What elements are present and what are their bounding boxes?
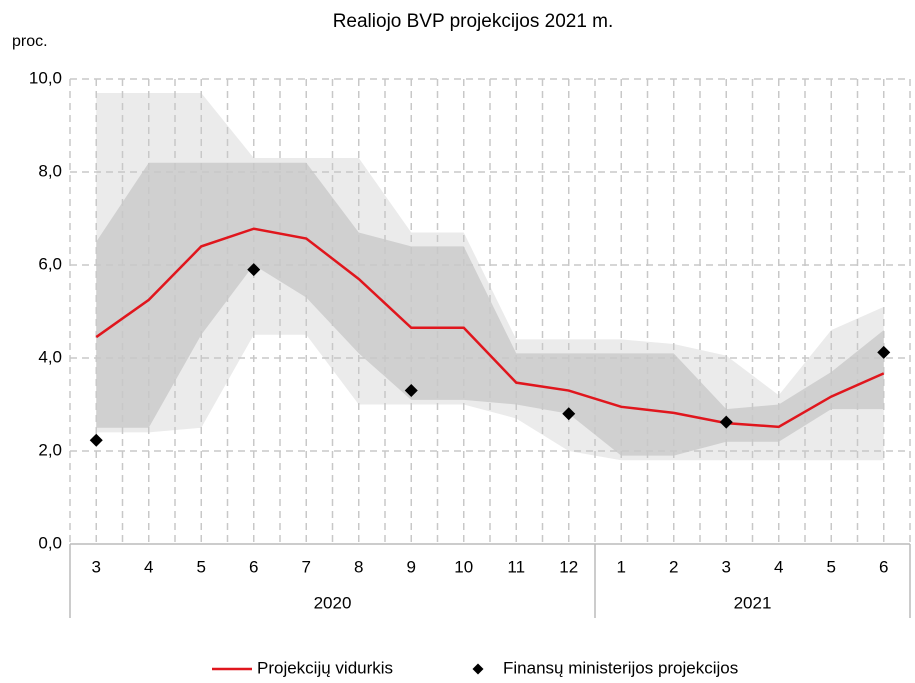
- diamond-marker: [562, 407, 576, 421]
- y-tick-label: 8,0: [38, 161, 62, 180]
- x-tick-label: 1: [617, 557, 626, 576]
- y-axis-label: proc.: [12, 33, 48, 50]
- x-tick-label: 3: [92, 557, 101, 576]
- x-tick-label: 9: [407, 557, 416, 576]
- diamond-marker: [89, 433, 103, 447]
- diamond-marker: [247, 263, 261, 277]
- legend-swatch: [472, 663, 484, 675]
- x-tick-label: 6: [879, 557, 888, 576]
- x-tick-label: 10: [454, 557, 473, 576]
- x-tick-label: 2: [669, 557, 678, 576]
- chart-title: Realiojo BVP projekcijos 2021 m.: [333, 11, 614, 32]
- x-tick-label: 6: [249, 557, 258, 576]
- x-tick-label: 4: [774, 557, 783, 576]
- y-tick-label: 2,0: [38, 440, 62, 459]
- x-tick-label: 5: [827, 557, 836, 576]
- x-tick-label: 11: [507, 557, 525, 576]
- x-tick-label: 8: [354, 557, 363, 576]
- group-label: 2020: [314, 593, 352, 612]
- legend-label: Projekcijų vidurkis: [257, 658, 393, 677]
- x-tick-label: 5: [197, 557, 206, 576]
- y-tick-label: 6,0: [38, 254, 62, 273]
- x-tick-label: 12: [559, 557, 578, 576]
- x-tick-label: 7: [302, 557, 311, 576]
- group-label: 2021: [734, 593, 772, 612]
- legend-label: Finansų ministerijos projekcijos: [503, 658, 738, 677]
- y-tick-label: 4,0: [38, 347, 62, 366]
- diamond-marker: [404, 384, 418, 398]
- mean-line: [95, 227, 885, 429]
- x-tick-label: 3: [722, 557, 731, 576]
- y-tick-label: 0,0: [38, 533, 62, 552]
- y-tick-label: 10,0: [29, 68, 62, 87]
- x-tick-label: 4: [144, 557, 153, 576]
- diamond-marker: [719, 415, 733, 429]
- diamond-marker: [877, 345, 891, 359]
